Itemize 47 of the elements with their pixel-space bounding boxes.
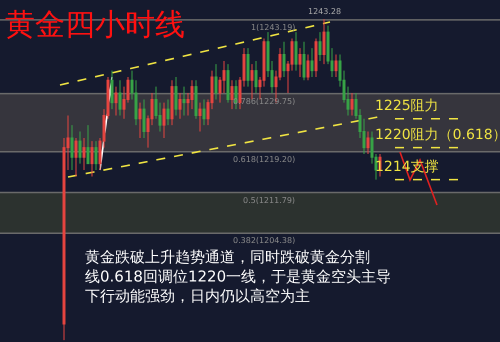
candlestick — [282, 41, 286, 78]
candlestick — [314, 38, 318, 78]
candlestick — [110, 70, 114, 110]
candlestick — [334, 54, 338, 78]
candlestick — [170, 80, 174, 126]
candlestick — [90, 140, 94, 177]
candlestick — [214, 64, 218, 100]
candlestick — [246, 48, 250, 88]
candlestick — [226, 64, 230, 104]
candlestick — [194, 80, 198, 120]
candlestick — [162, 102, 166, 138]
candlestick — [142, 98, 146, 138]
candlestick — [74, 137, 78, 177]
candlestick — [202, 98, 206, 126]
candlestick — [78, 131, 82, 164]
candlestick — [174, 76, 178, 116]
candlestick — [138, 102, 142, 138]
candlestick — [118, 80, 122, 116]
candlestick — [318, 32, 322, 62]
annotation: 0.618(1219.20) — [233, 155, 296, 164]
candlestick — [254, 60, 258, 94]
annotation: 黄金跌破上升趋势通道，同时跌破黄金分割线0.618回调位1220一线，于是黄金空头主导下行动能强劲，日内仍以高空为主 — [85, 248, 392, 305]
annotation: 0.382(1204.38) — [233, 236, 296, 245]
ref-line-label: 1225阻力 — [375, 98, 439, 114]
annotation: 0.5(1211.79) — [243, 196, 296, 205]
candlestick — [350, 92, 354, 116]
candlestick — [70, 124, 74, 171]
candlestick — [82, 137, 86, 171]
candlestick — [298, 48, 302, 78]
candlestick — [230, 80, 234, 110]
candlestick — [322, 18, 326, 65]
candlestick — [198, 102, 202, 132]
candlestick — [310, 48, 314, 78]
candlestick — [366, 131, 370, 154]
chart-title: 黄金四小时线 — [5, 8, 185, 43]
candlestick — [178, 92, 182, 120]
candlestick — [302, 41, 306, 81]
ref-line-label: 1220阻力（0.618） — [375, 127, 500, 143]
candlestick — [114, 86, 118, 116]
annotation: 1243.28 — [308, 7, 342, 16]
candlestick — [94, 140, 98, 171]
annotation: 1(1243.19) — [251, 23, 296, 32]
candlestick — [306, 54, 310, 81]
candlestick — [166, 98, 170, 126]
candlestick — [86, 124, 90, 164]
candlestick — [182, 86, 186, 116]
candlestick — [294, 32, 298, 72]
